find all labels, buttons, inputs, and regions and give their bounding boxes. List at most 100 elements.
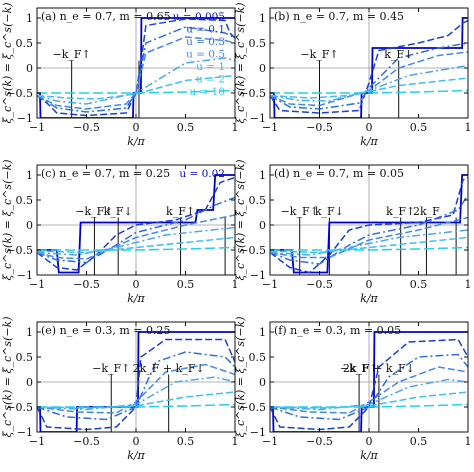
series-line xyxy=(37,236,235,254)
series-line xyxy=(37,18,235,117)
x-axis-label: k/π xyxy=(127,292,145,305)
x-tick-label: −0.5 xyxy=(73,121,100,134)
series-line xyxy=(37,403,235,408)
y-tick-label: 0 xyxy=(259,219,266,232)
y-tick-label: 0.5 xyxy=(16,194,34,207)
y-tick-label: 0 xyxy=(26,62,33,75)
x-tick-label: 1 xyxy=(232,278,239,291)
x-tick-label: −1 xyxy=(262,121,278,134)
x-axis-label: k/π xyxy=(360,135,378,148)
series-line xyxy=(270,366,468,414)
series-line xyxy=(270,331,468,432)
x-tick-label: 0 xyxy=(133,121,140,134)
x-tick-label: 0.5 xyxy=(410,435,428,448)
x-tick-label: 0.5 xyxy=(177,435,195,448)
x-tick-label: 0 xyxy=(133,435,140,448)
series-line xyxy=(37,176,235,271)
x-tick-label: 0 xyxy=(366,121,373,134)
y-tick-label: 1 xyxy=(259,12,266,25)
panel-c: −1 −0.5 0 0.5 1 −1 −0.5 0 0.5 1 (c) n_e = 0.7, m =… xyxy=(1,159,239,305)
panel-title: (f) n_e = 0.3, m = 0.05 xyxy=(274,324,401,337)
y-tick-label: 0 xyxy=(259,376,266,389)
annotation: −k_F↑ xyxy=(92,362,130,375)
x-tick-label: −1 xyxy=(29,435,45,448)
annotation: −k_F↑ xyxy=(340,362,378,375)
y-tick-label: 1 xyxy=(26,326,33,339)
panel-e: −1 −0.5 0 0.5 1 −1 −0.5 0 0.5 1 (e) n_e = 0.3, m =… xyxy=(1,316,239,462)
x-tick-label: 0 xyxy=(366,278,373,291)
series-line xyxy=(37,26,235,113)
x-tick-label: −0.5 xyxy=(306,121,333,134)
series-line xyxy=(270,19,468,114)
series-line xyxy=(270,89,468,94)
y-tick-label: 0 xyxy=(259,62,266,75)
y-tick-label: −0.5 xyxy=(239,87,266,100)
panel-title: (a) n_e = 0.7, m = 0.65 xyxy=(41,10,171,23)
x-tick-label: 1 xyxy=(232,121,239,134)
series-line xyxy=(270,176,468,274)
x-axis-label: k/π xyxy=(360,449,378,462)
panel-title: (d) n_e = 0.7, m = 0.05 xyxy=(274,167,404,180)
panel-title: (e) n_e = 0.3, m = 0.25 xyxy=(41,324,171,337)
y-tick-label: −1 xyxy=(17,112,33,125)
series-line xyxy=(37,196,235,264)
x-tick-label: 0.5 xyxy=(177,121,195,134)
series-line xyxy=(270,403,468,408)
y-axis-label: ξ_c^s(k) = ξ_c^s(−k) xyxy=(234,2,247,123)
y-tick-label: 1 xyxy=(26,12,33,25)
y-tick-label: 0.5 xyxy=(249,351,267,364)
legend-entry: u = 0.3 xyxy=(186,36,225,48)
y-tick-label: 0 xyxy=(26,219,33,232)
series-line xyxy=(270,42,468,110)
annotation: −k_F↑ xyxy=(300,48,338,61)
y-tick-label: 0 xyxy=(26,376,33,389)
y-axis-label: ξ_c^s(k) = ξ_c^s(−k) xyxy=(1,316,14,437)
series-line xyxy=(37,363,235,414)
y-axis-label: ξ_c^s(k) = ξ_c^s(−k) xyxy=(1,2,14,123)
x-tick-label: 1 xyxy=(465,435,472,448)
y-tick-label: −0.5 xyxy=(6,244,33,257)
legend-entry: u = 0.005 xyxy=(173,11,225,23)
series-line xyxy=(270,216,468,259)
panel-b: −1 −0.5 0 0.5 1 −1 −0.5 0 0.5 1 (b) n_e = 0.7, m =… xyxy=(234,2,472,148)
y-tick-label: −1 xyxy=(250,426,266,439)
x-tick-label: 1 xyxy=(465,278,472,291)
panel-title: (c) n_e = 0.7, m = 0.25 xyxy=(41,167,170,180)
y-tick-label: −1 xyxy=(17,269,33,282)
x-tick-label: −1 xyxy=(29,278,45,291)
annotation: k_F↑ xyxy=(166,205,195,218)
annotation: 2k_F xyxy=(413,205,440,218)
x-tick-label: 0.5 xyxy=(177,278,195,291)
annotation: 2k_F + k_F↓ xyxy=(133,362,205,375)
legend-entry: u = 10 xyxy=(189,86,225,98)
legend-entry: u = 0.5 xyxy=(186,49,225,61)
annotation: k_F↓ xyxy=(104,205,133,218)
annotation: 2k_F + k_F↓ xyxy=(343,362,415,375)
series-line xyxy=(270,194,468,265)
x-tick-label: −0.5 xyxy=(73,435,100,448)
annotation: −k_F↑ xyxy=(281,205,319,218)
annotation: −k_F↑ xyxy=(53,48,91,61)
x-tick-label: 0 xyxy=(366,435,373,448)
series-line xyxy=(37,214,235,260)
x-tick-label: 0 xyxy=(133,278,140,291)
annotation: k_F↓ xyxy=(384,48,413,61)
y-tick-label: −0.5 xyxy=(239,244,266,257)
x-tick-label: −1 xyxy=(262,435,278,448)
x-tick-label: −1 xyxy=(29,121,45,134)
series-line xyxy=(270,236,468,254)
annotation: k_F↓ xyxy=(315,205,344,218)
series-line xyxy=(270,338,468,431)
y-tick-label: −0.5 xyxy=(6,401,33,414)
series-line xyxy=(37,376,235,411)
legend-entry: u = 2 xyxy=(196,74,225,86)
series-line xyxy=(37,174,235,274)
series-line xyxy=(37,246,235,251)
y-tick-label: 0.5 xyxy=(16,351,34,364)
annotation: −k_F↑ xyxy=(75,205,113,218)
legend-entry: u = 0.02 xyxy=(179,168,225,180)
series-line xyxy=(270,17,468,118)
series-line xyxy=(270,64,468,102)
y-axis-label: ξ_c^s(k) = ξ_c^s(−k) xyxy=(234,316,247,437)
